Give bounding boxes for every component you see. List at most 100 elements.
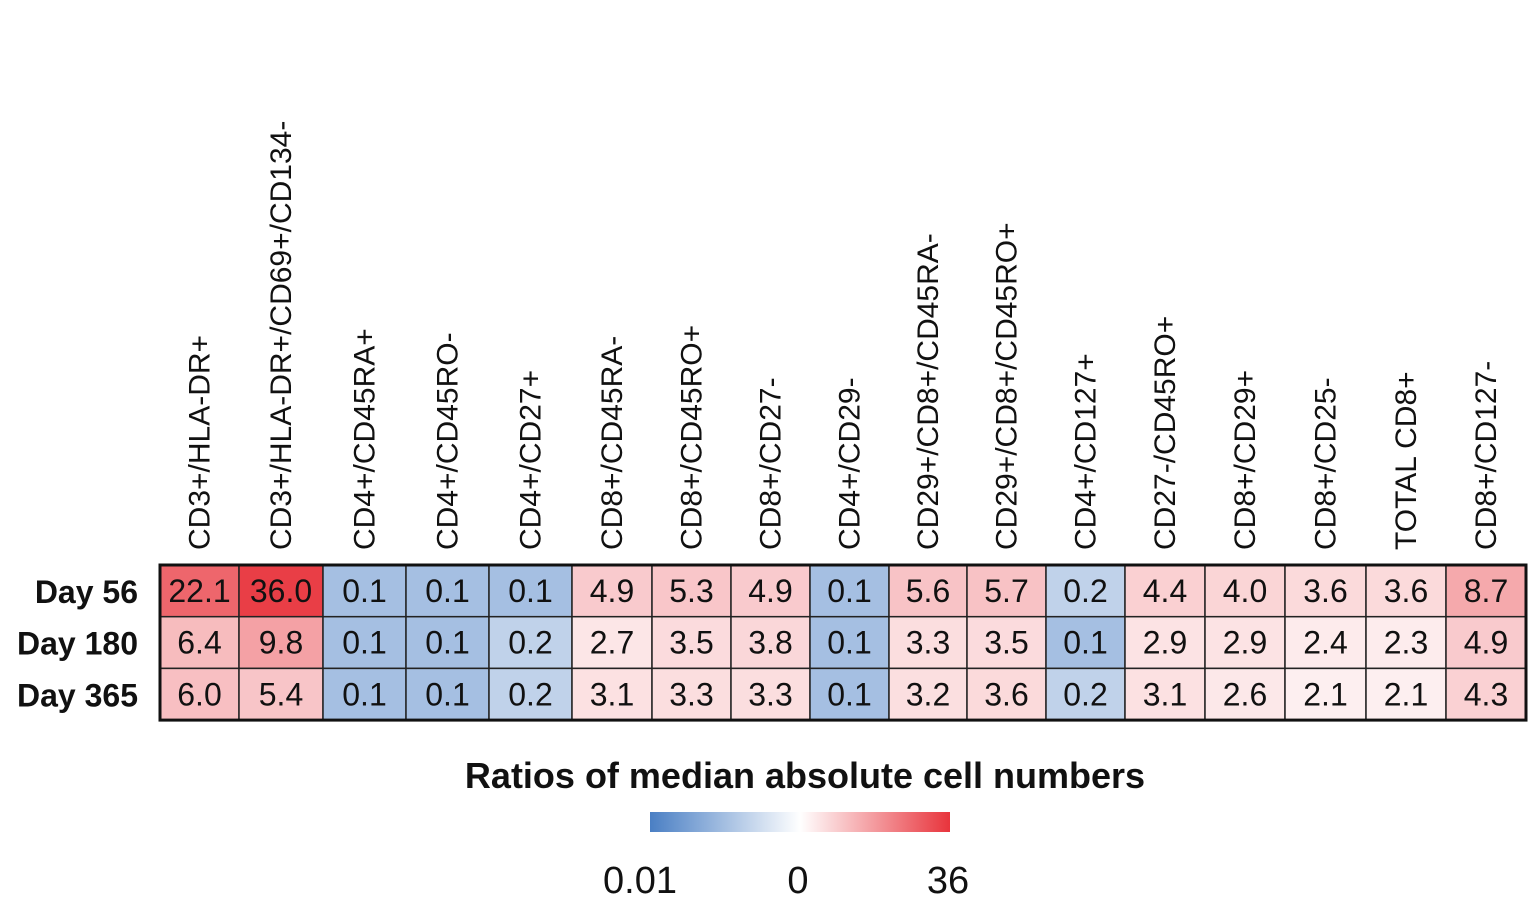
cell-value: 0.2 (508, 625, 552, 661)
heatmap-cell (1204, 667, 1286, 721)
cell-value: 5.6 (906, 573, 950, 609)
cell-value: 0.1 (425, 573, 469, 609)
heatmap-cell (809, 667, 890, 721)
column-label: CD4+/CD45RO- (432, 332, 465, 550)
row-label: Day 365 (17, 677, 138, 713)
cell-value: 4.9 (1464, 625, 1508, 661)
cell-value: 2.9 (1143, 625, 1187, 661)
cell-value: 0.1 (342, 573, 386, 609)
cell-value: 3.5 (669, 625, 713, 661)
cell-value: 3.1 (590, 676, 634, 712)
heatmap-cell (1045, 564, 1126, 618)
legend-tick-label: 36 (927, 860, 969, 901)
heatmap-cell (488, 667, 573, 721)
heatmap-cell (488, 615, 573, 670)
column-label: CD4+/CD27+ (515, 370, 548, 550)
heatmap-cell (1045, 667, 1126, 721)
heatmap-cell (1365, 564, 1447, 618)
cell-value: 4.3 (1464, 676, 1508, 712)
cell-value: 4.4 (1143, 573, 1187, 609)
column-label: CD3+/HLA-DR+/CD69+/CD134- (265, 121, 298, 550)
column-label: CD27-/CD45RO+ (1149, 316, 1182, 550)
cell-value: 8.7 (1464, 573, 1508, 609)
cell-value: 2.1 (1384, 676, 1428, 712)
heatmap-cell (322, 667, 407, 721)
heatmap-cell (1445, 667, 1527, 721)
cell-value: 2.6 (1223, 676, 1267, 712)
heatmap-cell (1045, 615, 1126, 670)
color-legend: Ratios of median absolute cell numbers 0… (465, 755, 1145, 901)
cell-value: 2.1 (1303, 676, 1347, 712)
heatmap-cell (1445, 564, 1527, 618)
cell-value: 3.3 (669, 676, 713, 712)
column-label: CD8+/CD45RA- (596, 336, 629, 550)
cell-value: 0.1 (342, 676, 386, 712)
cell-value: 3.5 (984, 625, 1028, 661)
column-label: CD8+/CD29+ (1229, 370, 1262, 550)
cell-value: 0.2 (1063, 573, 1107, 609)
heatmap-cell (1284, 667, 1367, 721)
cell-value: 3.1 (1143, 676, 1187, 712)
heatmap-cell (888, 615, 968, 670)
column-label: CD8+/CD127- (1470, 361, 1503, 550)
column-label: TOTAL CD8+ (1390, 371, 1423, 550)
heatmap-cell (966, 667, 1047, 721)
heatmap-cell (571, 564, 653, 618)
cell-value: 5.3 (669, 573, 713, 609)
column-label: CD4+/CD127+ (1070, 353, 1103, 550)
heatmap-cell (1204, 615, 1286, 670)
cell-value: 3.6 (984, 676, 1028, 712)
cell-value: 0.1 (1063, 625, 1107, 661)
cell-value: 6.4 (177, 625, 221, 661)
row-labels: Day 56 Day 180 Day 365 (17, 574, 138, 713)
cell-value: 0.1 (827, 573, 871, 609)
cell-value: 5.4 (259, 676, 303, 712)
row-label: Day 56 (35, 574, 138, 610)
legend-tick-label: 0 (787, 860, 808, 901)
heatmap-border (158, 563, 1528, 722)
heatmap-cell (730, 667, 811, 721)
heatmap-cell (571, 615, 653, 670)
heatmap-cell (571, 667, 653, 721)
column-label: CD3+/HLA-DR+ (184, 335, 217, 550)
legend-title: Ratios of median absolute cell numbers (465, 755, 1145, 796)
cell-value: 4.0 (1223, 573, 1267, 609)
legend-ticks: 0.01 0 36 (603, 860, 969, 901)
heatmap-cell (888, 564, 968, 618)
legend-tick-label: 0.01 (603, 860, 677, 901)
cell-value: 3.2 (906, 676, 950, 712)
cell-value: 3.3 (748, 676, 792, 712)
cell-value: 3.3 (906, 625, 950, 661)
column-label: CD29+/CD8+/CD45RO+ (991, 222, 1024, 550)
heatmap-cell (238, 564, 324, 618)
legend-gradient-bar (650, 812, 950, 832)
heatmap-cell (966, 615, 1047, 670)
heatmap-cell (238, 667, 324, 721)
cell-value: 2.3 (1384, 625, 1428, 661)
cell-value: 2.7 (590, 625, 634, 661)
cell-value: 0.1 (425, 676, 469, 712)
cell-value: 4.9 (748, 573, 792, 609)
cell-value: 0.1 (342, 625, 386, 661)
column-labels: CD3+/HLA-DR+ CD3+/HLA-DR+/CD69+/CD134- CD4… (184, 121, 1504, 550)
cell-value: 3.6 (1303, 573, 1347, 609)
heatmap-cells: 22.1 36.0 0.1 0.1 0.1 4.9 5.3 4.9 0.1 5.6 5.7 0.2 4.… (159, 564, 1527, 721)
cell-value: 5.7 (984, 573, 1028, 609)
cell-value: 4.9 (590, 573, 634, 609)
cell-value: 6.0 (177, 676, 221, 712)
cell-value: 0.2 (508, 676, 552, 712)
cell-value: 2.4 (1303, 625, 1347, 661)
cell-value: 3.8 (748, 625, 792, 661)
column-label: CD8+/CD45RO+ (676, 325, 709, 550)
cell-value: 0.1 (425, 625, 469, 661)
column-label: CD29+/CD8+/CD45RA- (912, 233, 945, 550)
cell-value: 0.1 (827, 676, 871, 712)
column-label: CD8+/CD27- (755, 377, 788, 550)
cell-value: 9.8 (259, 625, 303, 661)
column-label: CD4+/CD29- (834, 377, 867, 550)
heatmap-cell (730, 564, 811, 618)
cell-value: 0.2 (1063, 676, 1107, 712)
row-label: Day 180 (17, 626, 138, 662)
column-label: CD4+/CD45RA+ (349, 328, 382, 550)
